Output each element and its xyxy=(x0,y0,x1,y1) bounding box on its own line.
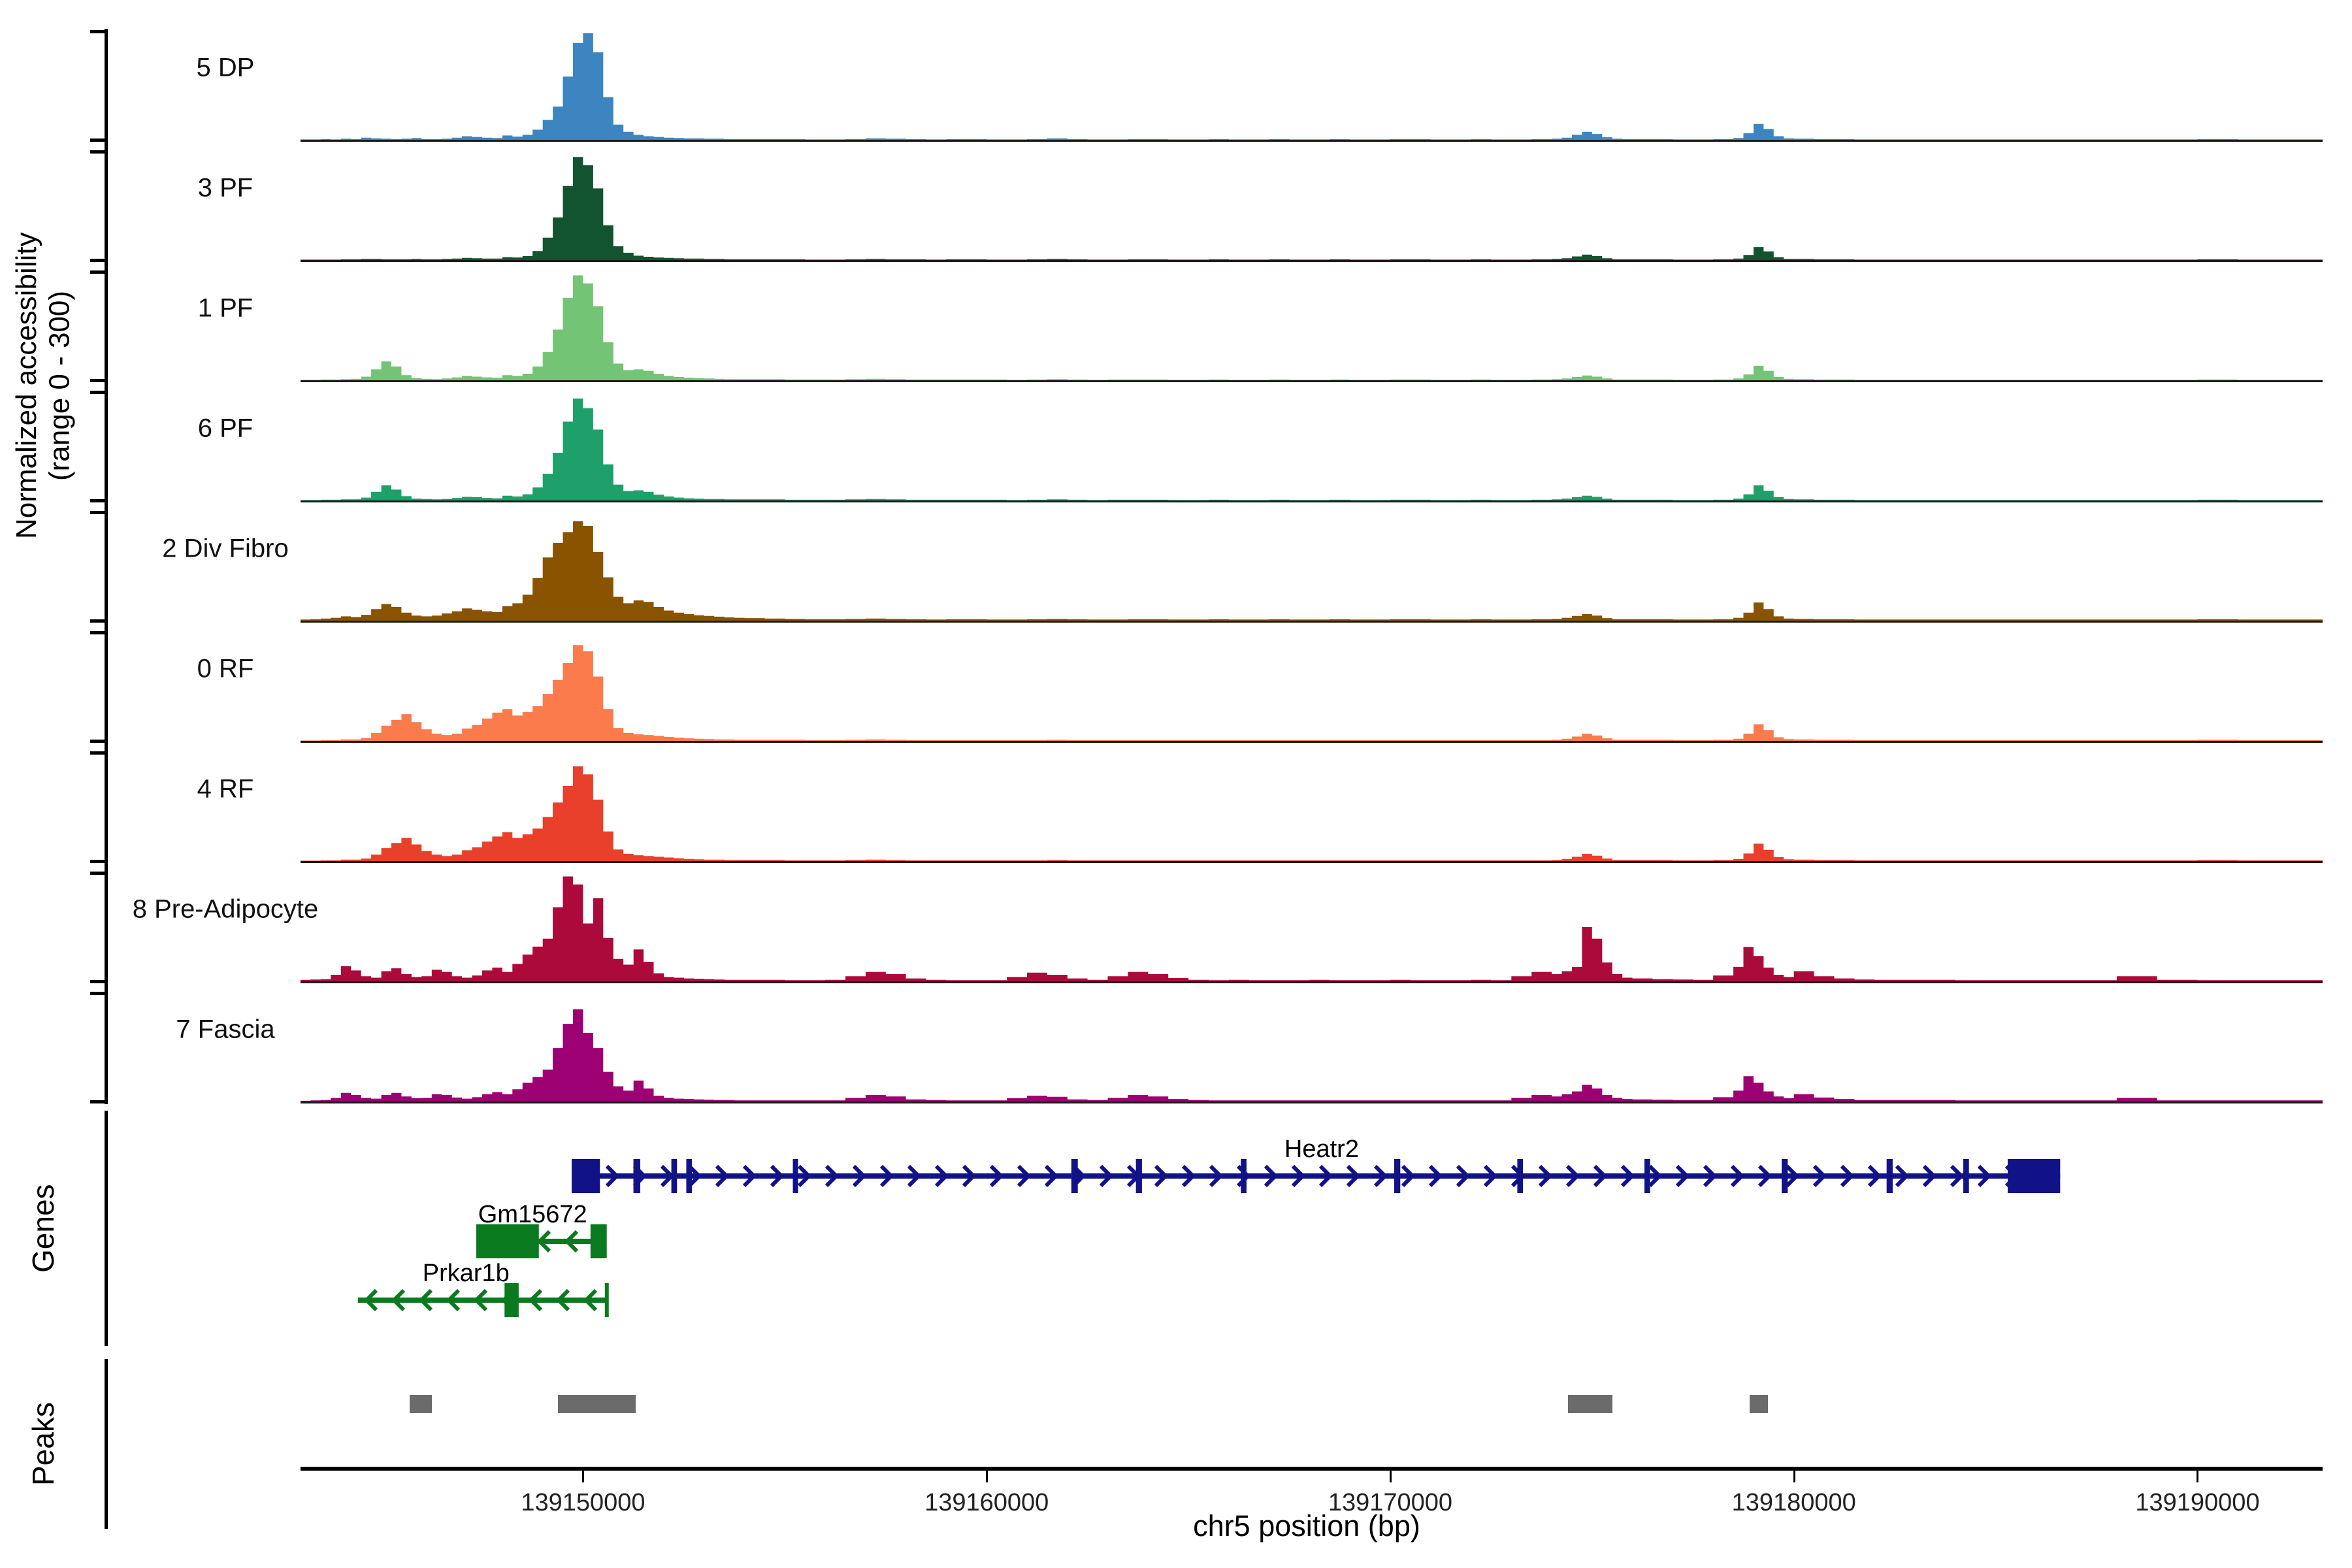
peak-bar xyxy=(557,1395,636,1413)
y-axis-tick-min xyxy=(90,619,105,623)
coverage-area-4-rf xyxy=(301,766,2323,861)
coverage-area-8-pre-adipocyte xyxy=(301,876,2323,981)
y-axis-tick-max xyxy=(90,631,105,634)
gene-label-heatr2: Heatr2 xyxy=(1284,1135,1359,1163)
y-axis-tick-max xyxy=(90,872,105,875)
track-baseline xyxy=(301,260,2323,262)
x-axis-line xyxy=(301,1467,2323,1471)
coverage-axis-spine xyxy=(105,29,108,1104)
x-axis-title: chr5 position (bp) xyxy=(1193,1509,1420,1543)
x-axis-tick xyxy=(986,1471,988,1482)
y-axis-tick-max xyxy=(90,391,105,394)
x-axis-tick xyxy=(582,1471,585,1482)
track-label-0-rf: 0 RF xyxy=(197,654,254,683)
track-label-2-div-fibro: 2 Div Fibro xyxy=(162,534,289,563)
coverage-area-5-dp xyxy=(301,33,2323,140)
track-baseline xyxy=(301,1102,2323,1103)
y-axis-tick-min xyxy=(90,139,105,142)
y-axis-tick-max xyxy=(90,511,105,514)
coverage-area-2-div-fibro xyxy=(301,521,2323,621)
y-axis-tick-max xyxy=(90,992,105,995)
coverage-area-6-pf xyxy=(301,399,2323,500)
track-baseline xyxy=(301,500,2323,502)
x-axis-tick-label: 139190000 xyxy=(2135,1489,2260,1516)
coverage-area-3-pf xyxy=(301,157,2323,260)
y-axis-tick-max xyxy=(90,270,105,274)
peak-bar xyxy=(1567,1395,1612,1413)
gene-label-gm15672: Gm15672 xyxy=(478,1201,587,1228)
coverage-area-0-rf xyxy=(301,645,2323,741)
genes-section-label: Genes xyxy=(26,1184,60,1273)
y-axis-tick-min xyxy=(90,499,105,502)
y-axis-tick-min xyxy=(90,379,105,382)
track-label-1-pf: 1 PF xyxy=(197,293,253,323)
x-axis-tick xyxy=(2197,1471,2199,1482)
gene-model-gm15672 xyxy=(476,1224,607,1258)
peaks-axis-spine xyxy=(105,1359,108,1529)
track-label-3-pf: 3 PF xyxy=(197,173,253,203)
y-axis-tick-min xyxy=(90,740,105,743)
coverage-area-7-fascia xyxy=(301,1009,2323,1102)
y-axis-tick-min xyxy=(90,1100,105,1103)
track-baseline xyxy=(301,621,2323,623)
x-axis-tick-label: 139160000 xyxy=(924,1489,1049,1516)
y-axis-title: Normalized accessibility (range 0 - 300) xyxy=(10,232,76,539)
y-axis-tick-min xyxy=(90,860,105,863)
track-label-8-pre-adipocyte: 8 Pre-Adipocyte xyxy=(132,894,319,924)
peak-bar xyxy=(409,1395,432,1413)
y-axis-tick-max xyxy=(90,751,105,755)
track-baseline xyxy=(301,140,2323,142)
x-axis-tick-label: 139150000 xyxy=(521,1489,645,1516)
genes-axis-spine xyxy=(105,1111,108,1346)
peaks-section-label: Peaks xyxy=(26,1402,60,1486)
x-axis-tick xyxy=(1793,1471,1795,1482)
track-label-4-rf: 4 RF xyxy=(197,774,254,804)
y-axis-tick-max xyxy=(90,30,105,33)
x-axis-tick-label: 139170000 xyxy=(1328,1489,1453,1516)
x-axis-tick-label: 139180000 xyxy=(1731,1489,1856,1516)
track-label-7-fascia: 7 Fascia xyxy=(176,1015,275,1044)
y-axis-tick-min xyxy=(90,980,105,983)
coverage-area-1-pf xyxy=(301,275,2323,380)
track-baseline xyxy=(301,741,2323,743)
gene-label-prkar1b: Prkar1b xyxy=(422,1260,510,1287)
gene-model-prkar1b xyxy=(357,1283,609,1317)
peak-bar xyxy=(1749,1395,1768,1413)
track-baseline xyxy=(301,861,2323,863)
gene-model-heatr2 xyxy=(572,1159,2061,1193)
track-label-6-pf: 6 PF xyxy=(197,414,253,443)
y-axis-tick-min xyxy=(90,259,105,262)
track-baseline xyxy=(301,380,2323,382)
x-axis-tick xyxy=(1389,1471,1392,1482)
track-baseline xyxy=(301,981,2323,983)
track-label-5-dp: 5 DP xyxy=(196,53,255,82)
y-axis-tick-max xyxy=(90,150,105,154)
